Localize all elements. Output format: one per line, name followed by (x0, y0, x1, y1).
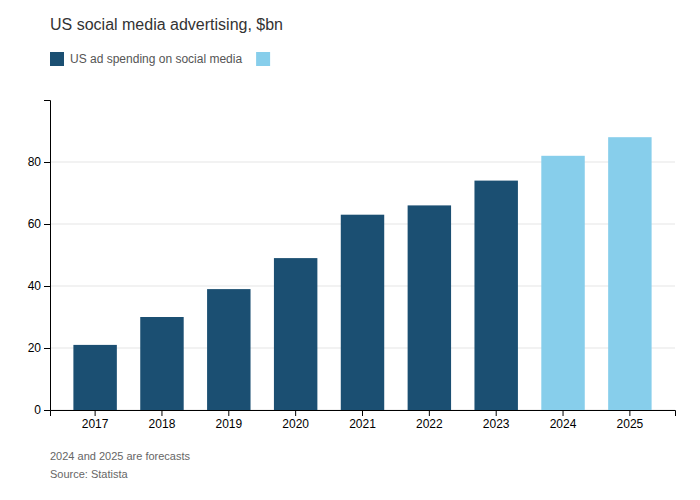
tick-label: 60 (28, 217, 42, 231)
tick: 2020 (282, 410, 309, 431)
tick: 2021 (349, 410, 376, 431)
legend-swatch (256, 52, 270, 66)
tick-mark (44, 410, 50, 411)
tick-mark (44, 348, 50, 349)
tick-mark (496, 410, 497, 416)
chart: US social media advertising, $bn US ad sp… (0, 0, 700, 500)
tick-label: 2017 (82, 417, 109, 431)
legend-label: US ad spending on social media (70, 52, 242, 66)
tick-label: 2018 (149, 417, 176, 431)
tick-mark (429, 410, 430, 416)
tick-mark (362, 410, 363, 416)
axis-line (44, 101, 51, 411)
bar (608, 137, 651, 410)
tick: 0 (34, 403, 50, 417)
bar (408, 205, 451, 410)
tick-label: 0 (34, 403, 41, 417)
bar (474, 181, 517, 410)
tick: 2025 (617, 410, 644, 431)
tick-mark (44, 162, 50, 163)
tick-label: 2024 (550, 417, 577, 431)
tick-mark (161, 410, 162, 416)
bar (541, 156, 584, 410)
tick-mark (563, 410, 564, 416)
x-axis: 2017 2018 2019 2020 2021 2022 2023 2024 2025 (51, 410, 676, 431)
tick-label: 2019 (215, 417, 242, 431)
bar (140, 317, 183, 410)
title: US social media advertising, $bn (50, 16, 283, 33)
axis-line (51, 411, 676, 417)
tick-mark (629, 410, 630, 416)
tick-label: 2025 (617, 417, 644, 431)
tick-label: 2023 (483, 417, 510, 431)
footnote: Source: Statista (50, 468, 129, 480)
bars (73, 137, 651, 410)
tick: 2017 (82, 410, 109, 431)
tick-label: 2022 (416, 417, 443, 431)
tick: 2023 (483, 410, 510, 431)
y-axis: 0 20 40 60 80 (28, 101, 51, 418)
tick-mark (228, 410, 229, 416)
legend-swatch (50, 52, 64, 66)
tick-mark (95, 410, 96, 416)
tick: 2022 (416, 410, 443, 431)
tick: 2018 (149, 410, 176, 431)
tick-label: 40 (28, 279, 42, 293)
tick: 40 (28, 279, 50, 293)
footnotes: 2024 and 2025 are forecasts Source: Stati… (50, 450, 191, 480)
bar (207, 289, 250, 410)
bar (274, 258, 317, 410)
tick: 20 (28, 341, 50, 355)
tick-label: 2020 (282, 417, 309, 431)
plot: 0 20 40 60 80 2017 2018 2019 2020 2021 2022 2023 202… (28, 101, 676, 431)
tick-mark (295, 410, 296, 416)
legend: US ad spending on social media (50, 52, 270, 66)
tick-label: 2021 (349, 417, 376, 431)
tick-label: 80 (28, 155, 42, 169)
tick: 80 (28, 155, 50, 169)
bar (73, 345, 116, 410)
tick: 2019 (215, 410, 242, 431)
footnote: 2024 and 2025 are forecasts (50, 450, 191, 462)
tick: 60 (28, 217, 50, 231)
tick: 2024 (550, 410, 577, 431)
tick-mark (44, 224, 50, 225)
bar (341, 215, 384, 410)
tick-label: 20 (28, 341, 42, 355)
tick-mark (44, 286, 50, 287)
